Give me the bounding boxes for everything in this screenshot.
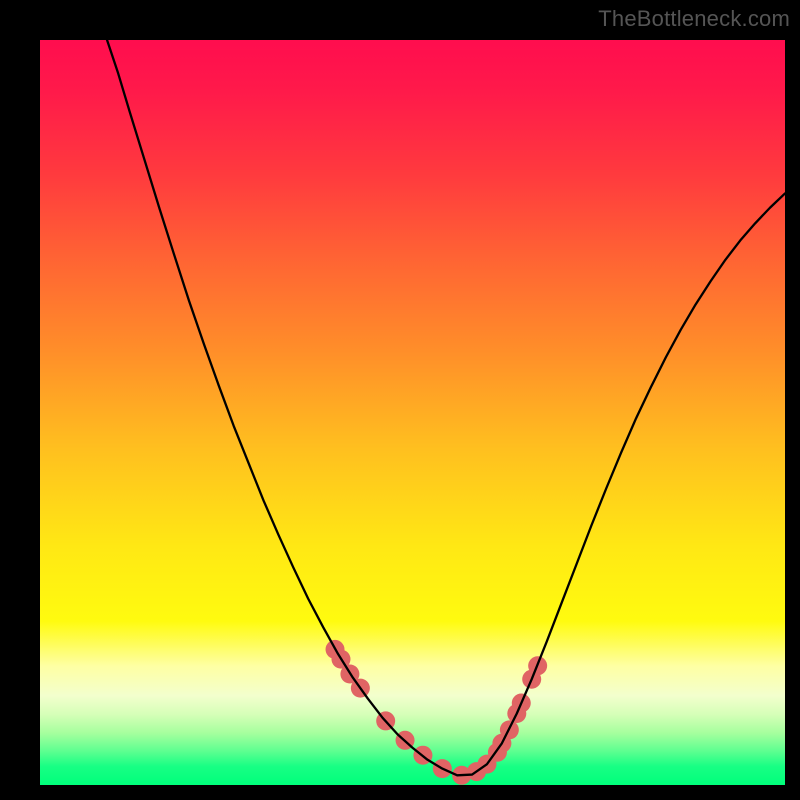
plot-area <box>40 40 785 785</box>
marker-group <box>326 640 548 785</box>
curve-layer <box>40 40 785 785</box>
bottleneck-curve <box>107 40 785 775</box>
watermark-text: TheBottleneck.com <box>598 6 790 32</box>
chart-stage: TheBottleneck.com <box>0 0 800 800</box>
